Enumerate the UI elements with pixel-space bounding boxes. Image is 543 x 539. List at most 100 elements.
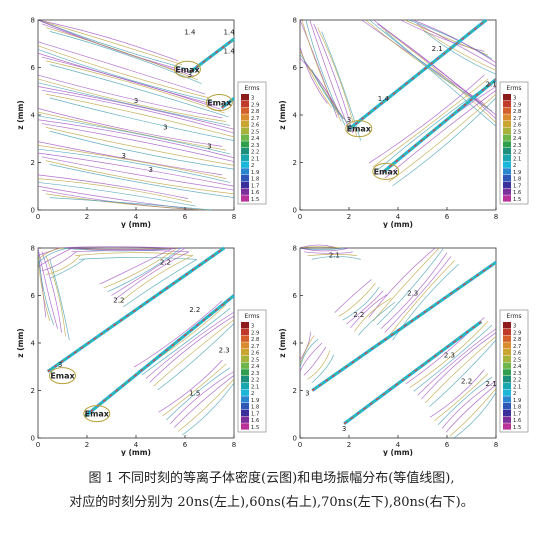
colorbar-swatch [503,114,511,121]
contour-line [45,255,81,275]
contour-line [49,64,229,118]
colorbar-tick-label: 2.2 [251,150,259,156]
contour-line [388,260,456,337]
axes: 0 2 4 6 8 8 6 4 2 0 y (mm) z (mm) [16,245,236,457]
contour-line [123,259,197,308]
colorbar-legend: Erms32.92.82.72.62.52.42.32.22.121.91.81… [499,309,529,433]
colorbar-tick-label: 2.6 [513,351,521,357]
contour-line [45,255,66,337]
contour-line [409,320,489,388]
y-tick-label: 2 [293,159,297,167]
colorbar-tick-label: 2.9 [251,102,259,108]
colorbar-swatch [241,127,249,135]
colorbar-swatch [241,416,249,423]
contour-line [413,324,493,392]
contour-line [37,86,235,130]
plasma-streamer-core [382,78,497,173]
plasma-streamers [46,246,236,418]
colorbar-swatch [241,328,249,336]
colorbar-swatch [503,328,511,336]
x-tick-label: 0 [298,213,302,221]
contour-line [303,251,353,254]
contour-line [115,251,190,300]
contour-line [311,69,352,127]
contour-line [37,148,231,183]
colorbar-tick-label: 1.5 [513,425,521,431]
colorbar-tick-label: 3 [251,324,254,330]
colorbar-tick-label: 1.9 [251,170,259,176]
y-tick-label: 8 [31,17,35,25]
x-tick-label: 2 [85,441,89,449]
contour-line [342,286,380,321]
colorbar-legend: Erms32.92.82.72.62.52.42.32.22.121.91.81… [237,309,267,433]
contour-line [37,74,223,119]
x-tick-label: 4 [134,441,139,449]
x-axis-label: y (mm) [121,220,151,228]
contour-line [299,338,319,368]
x-tick-label: 0 [298,441,302,449]
colorbar-tick-label: 1.5 [251,197,259,203]
plasma-streamer-core [189,38,235,73]
y-tick-label: 2 [31,159,35,167]
y-tick-label: 4 [293,112,298,120]
x-tick-label: 6 [183,441,188,449]
contour-value-label: 3 [188,71,192,79]
y-tick-label: 6 [293,64,298,72]
contour-value-label: 2.2 [189,306,200,314]
contour-line [158,359,223,413]
contour-line [368,247,436,318]
contour-line [107,247,182,293]
emax-ring [372,162,400,180]
colorbar-tick-label: 2.5 [513,129,521,135]
contour-line [380,252,448,330]
contour-line [119,255,193,304]
colorbar-tick-label: 2.4 [513,136,522,142]
contour-line [321,31,362,141]
contour-line [49,259,85,279]
contour-lines [299,244,497,439]
x-tick-label: 2 [347,441,351,449]
colorbar-swatch [503,389,511,396]
colorbar-tick-label: 2 [251,391,254,397]
colorbar-tick-label: 1.7 [513,183,521,189]
colorbar-tick-label: 1.7 [251,183,259,189]
colorbar-swatch [503,175,511,182]
colorbar-tick-label: 2.4 [251,136,260,142]
emax-label: Emax [374,167,399,176]
contour-line [49,130,235,170]
contour-line [358,301,396,336]
contour-value-label: 3 [207,142,211,150]
contour-line [37,82,231,126]
contour-labels: Emax Emax 2.1 2.1 1.4 3 [345,45,497,180]
contour-line [377,23,497,120]
x-axis-label: y (mm) [121,448,151,456]
colorbar-swatch [241,154,249,162]
contour-value-label: 1.4 [378,95,390,103]
colorbar-tick-label: 2.1 [513,156,521,162]
contour-value-label: 1.5 [189,389,200,397]
emax-label: Emax [175,65,200,74]
colorbar-tick-label: 1.8 [513,177,521,183]
x-tick-label: 4 [134,213,139,221]
colorbar-title: Erms [244,313,259,320]
axes: 0 2 4 6 8 8 6 4 2 0 y (mm) z (mm) [278,17,498,229]
colorbar-swatch [503,349,511,356]
colorbar-swatch [241,114,249,121]
emax-label: Emax [85,410,110,419]
contour-line [170,371,235,424]
panel-bottom-right: 2.1 2.3 2.2 2.3 2.2 2.1 3 3 0 2 4 6 8 8 6 4 2 0 y (mm) z (m… [272,238,530,456]
x-tick-label: 6 [183,213,188,221]
contour-value-label: 3 [342,425,346,433]
colorbar-tick-label: 2.2 [513,378,521,384]
contour-line [37,49,214,103]
contour-line [384,90,497,179]
x-tick-label: 2 [347,213,351,221]
contour-line [75,252,193,256]
contour-line [45,193,208,211]
contour-line [372,78,489,168]
colorbar-swatch [241,181,249,189]
contour-value-label: 3 [347,116,351,124]
colorbar-tick-label: 1.5 [251,425,259,431]
colorbar-tick-label: 2.3 [513,143,521,149]
